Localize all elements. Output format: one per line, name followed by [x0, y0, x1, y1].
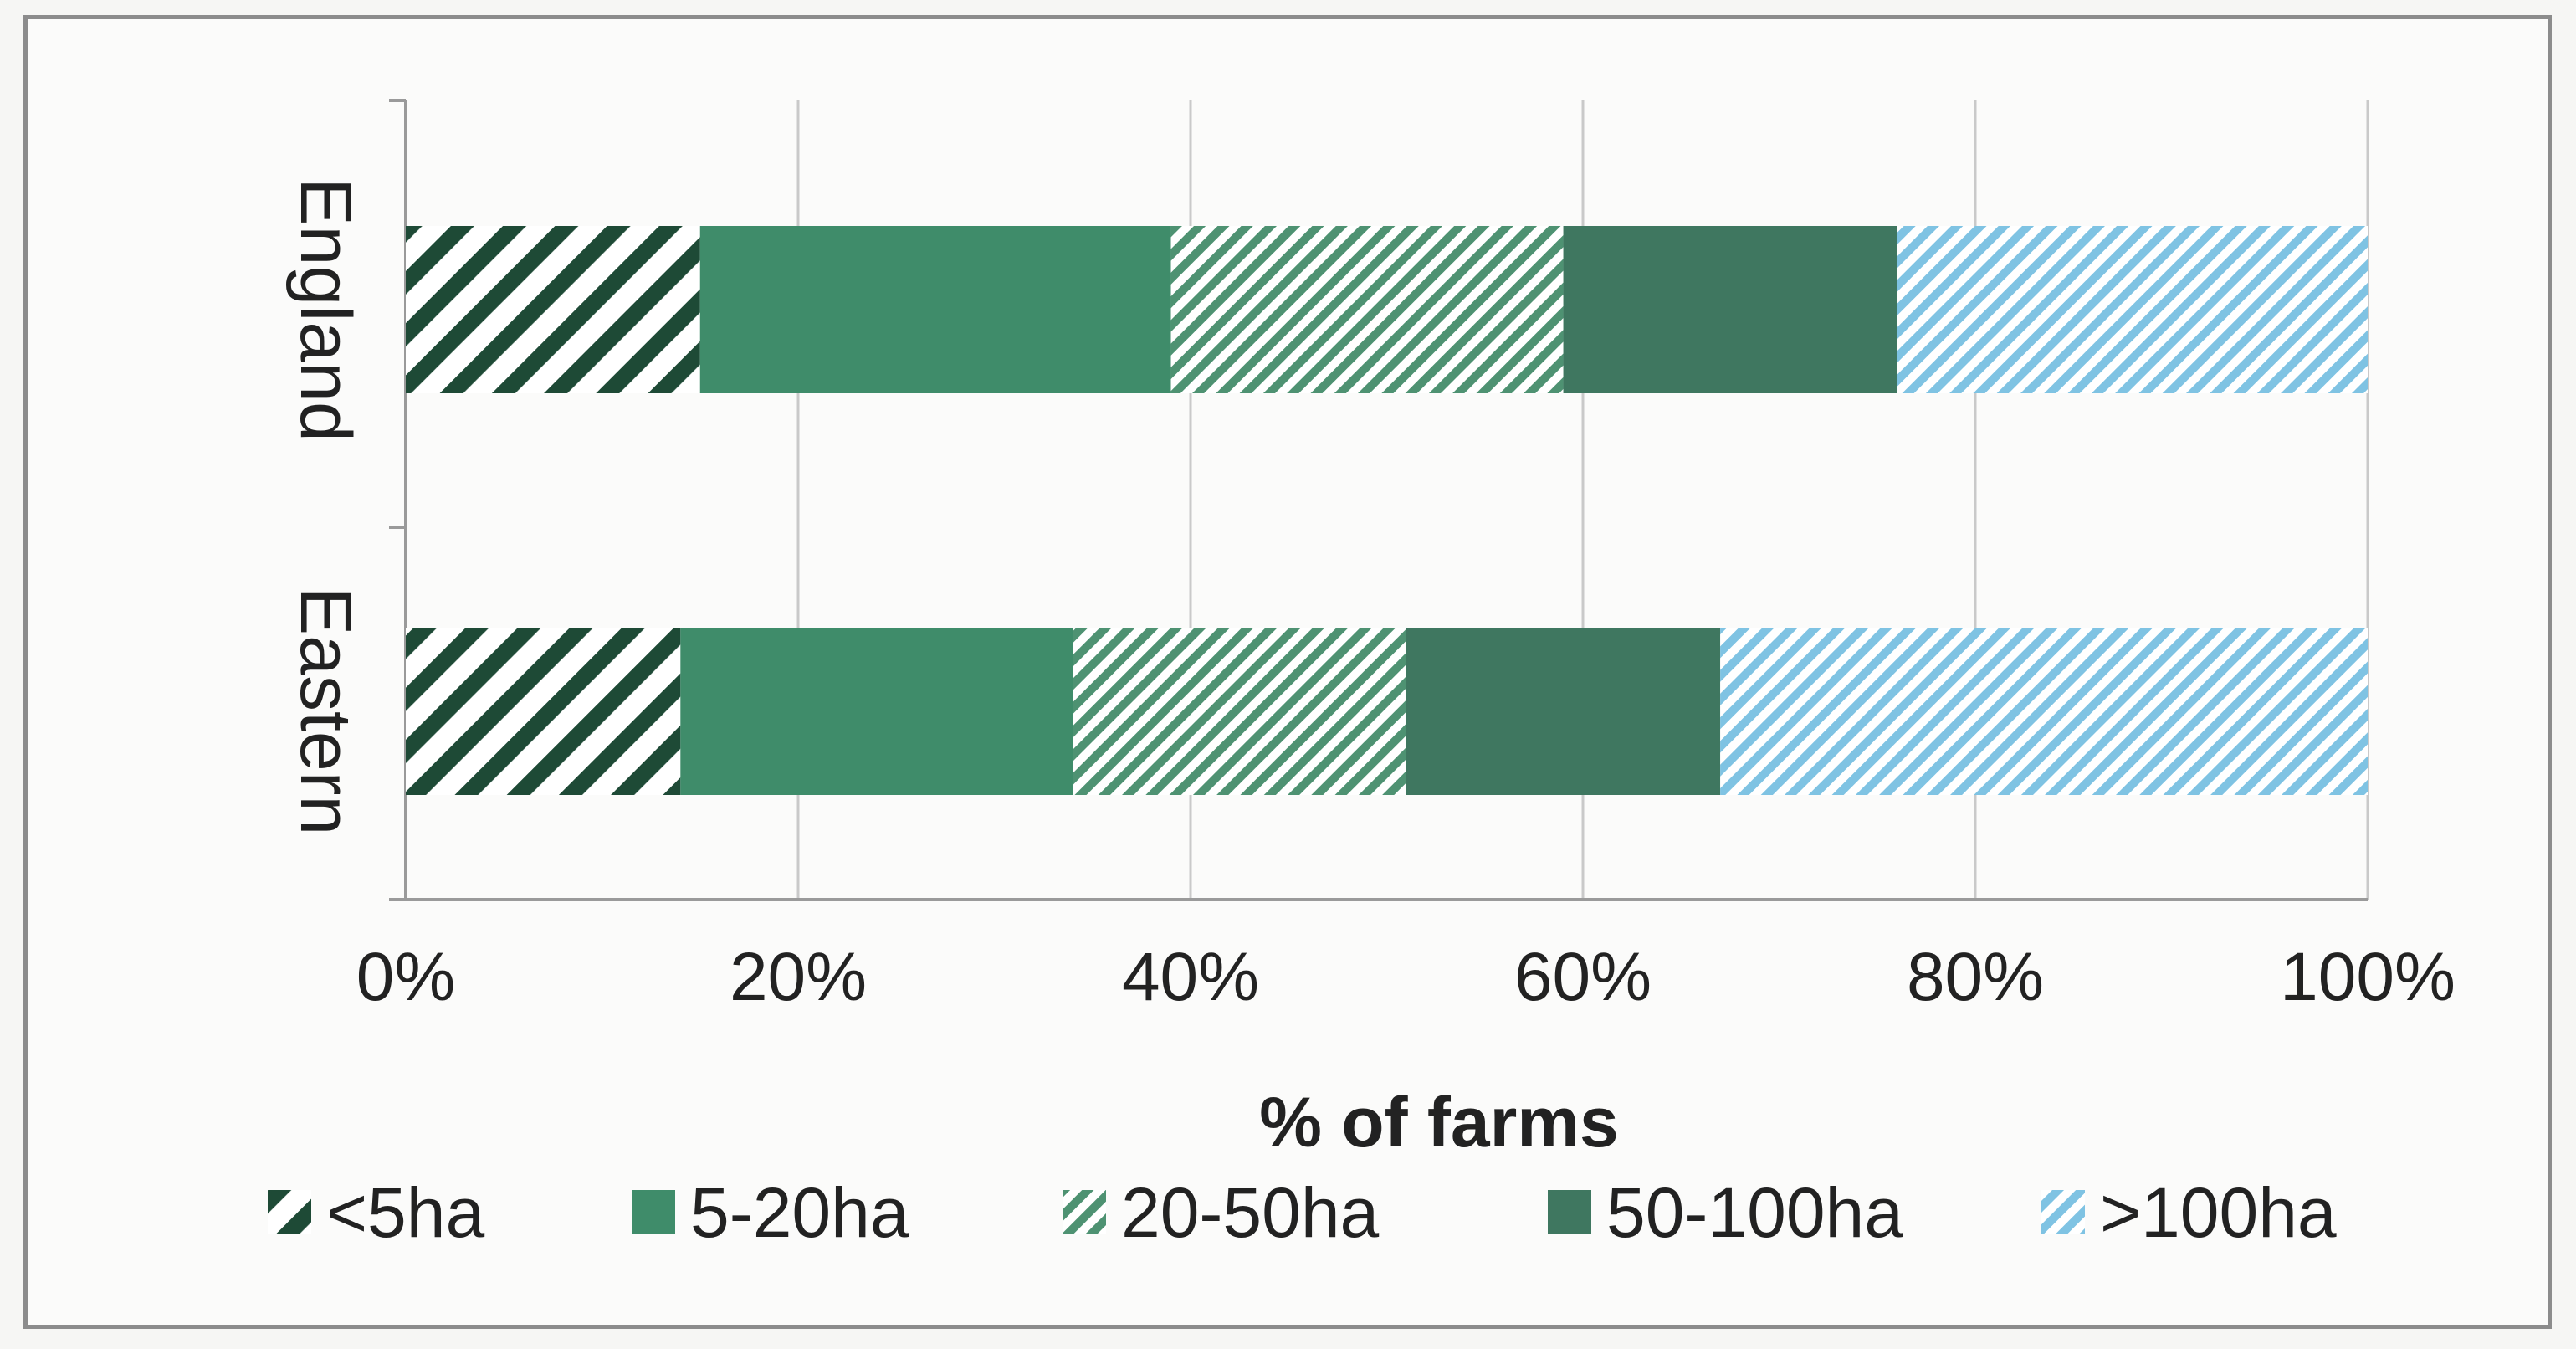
- bar-eastern-lt5ha: [406, 628, 681, 795]
- legend-label-5-20ha: 5-20ha: [690, 1173, 909, 1252]
- legend-item-gt100ha: >100ha: [2041, 1173, 2337, 1252]
- legend: <5ha 5-20ha 20-50ha 50-100ha >100ha: [268, 1173, 2337, 1252]
- bar-eastern-50-100ha: [1406, 628, 1721, 795]
- x-tick-label: 100%: [2280, 939, 2456, 1015]
- bar-england-lt5ha: [406, 226, 700, 393]
- bar-eastern-gt100ha: [1720, 628, 2368, 795]
- legend-swatch-20-50ha: [1063, 1190, 1106, 1234]
- bar-england-20-50ha: [1170, 226, 1564, 393]
- bar-england-50-100ha: [1563, 226, 1897, 393]
- x-axis-title: % of farms: [1259, 1083, 1618, 1162]
- bar-eastern-5-20ha: [680, 628, 1073, 795]
- x-tick-label: 40%: [1122, 939, 1259, 1015]
- bar-eastern-20-50ha: [1073, 628, 1406, 795]
- x-tick-label: 80%: [1907, 939, 2044, 1015]
- category-label-eastern: Eastern: [285, 587, 366, 835]
- labels: 0% 20% 40% 60% 80% 100% England Eastern % of far…: [285, 177, 2456, 1162]
- legend-swatch-lt5ha: [268, 1190, 311, 1234]
- legend-swatch-50-100ha: [1548, 1190, 1591, 1234]
- bars: [406, 226, 2368, 795]
- legend-item-lt5ha: <5ha: [268, 1173, 484, 1252]
- legend-label-20-50ha: 20-50ha: [1121, 1173, 1380, 1252]
- x-tick-label: 20%: [730, 939, 867, 1015]
- legend-label-gt100ha: >100ha: [2100, 1173, 2337, 1252]
- legend-label-50-100ha: 50-100ha: [1606, 1173, 1903, 1252]
- legend-item-20-50ha: 20-50ha: [1063, 1173, 1380, 1252]
- category-label-england: England: [285, 177, 366, 442]
- x-tick-label: 60%: [1514, 939, 1652, 1015]
- legend-swatch-gt100ha: [2041, 1190, 2085, 1234]
- x-tick-label: 0%: [356, 939, 456, 1015]
- legend-label-lt5ha: <5ha: [326, 1173, 484, 1252]
- legend-swatch-5-20ha: [632, 1190, 675, 1234]
- legend-item-5-20ha: 5-20ha: [632, 1173, 909, 1252]
- bar-england-5-20ha: [699, 226, 1171, 393]
- bar-england-gt100ha: [1897, 226, 2368, 393]
- legend-item-50-100ha: 50-100ha: [1548, 1173, 1903, 1252]
